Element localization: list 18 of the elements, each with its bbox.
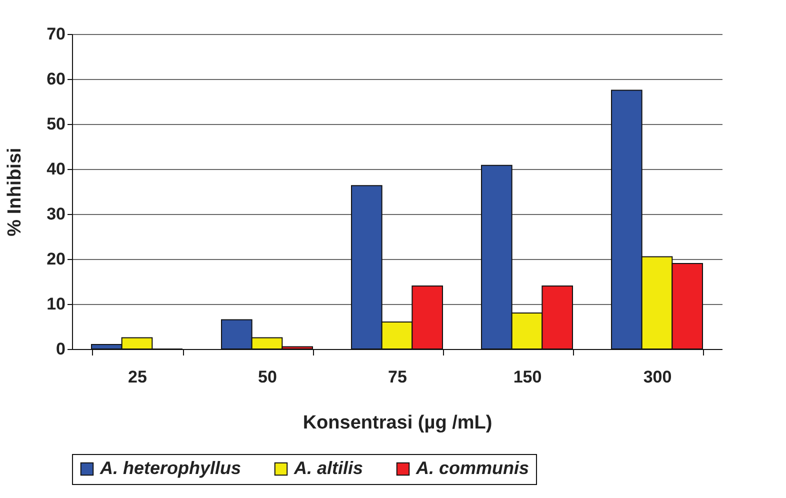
y-tick-label: 50 [46,114,66,134]
y-tick-label: 10 [46,294,66,314]
x-tick-label: 150 [513,368,542,386]
y-tick-label: 20 [46,250,66,268]
legend-label: A. altilis [293,458,364,478]
y-tick-label: 40 [46,160,66,178]
y-tick-label: 0 [56,340,66,358]
x-tick-label: 50 [258,368,277,386]
y-tick-label: 30 [46,204,66,224]
y-axis-title: % Inhibisi [4,148,26,236]
x-tick-label: 25 [128,368,147,386]
x-tick-label: 300 [643,368,672,386]
x-axis-title: Konsentrasi (µg /mL) [302,412,492,434]
legend-label: A. communis [415,458,530,478]
y-tick-label: 70 [46,24,66,44]
legend-label: A. heterophyllus [99,458,242,478]
x-tick-label: 75 [388,368,407,386]
y-tick-label: 60 [46,70,66,88]
